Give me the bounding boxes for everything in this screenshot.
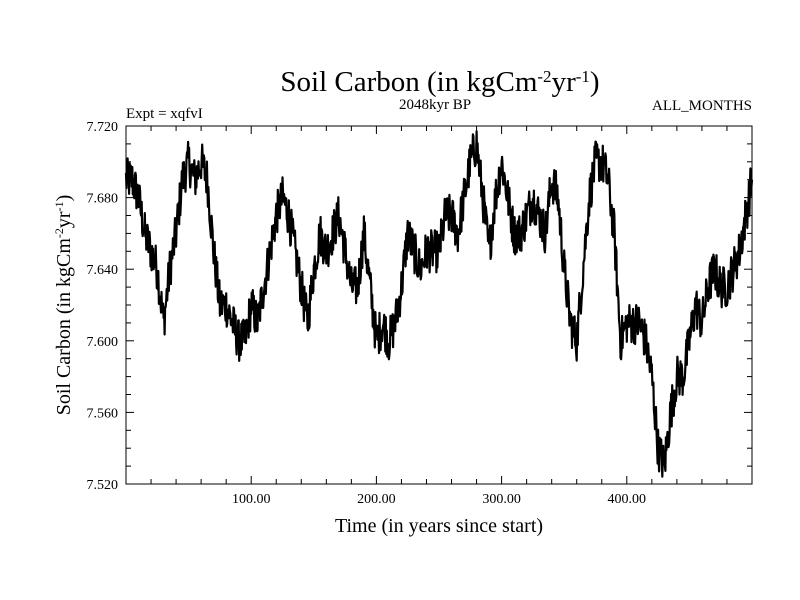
x-tick-label: 100.00 <box>232 492 271 507</box>
y-tick-label: 7.720 <box>87 120 119 135</box>
x-tick-label: 300.00 <box>482 492 521 507</box>
y-tick-label: 7.640 <box>87 263 119 278</box>
x-axis-label: Time (in years since start) <box>335 515 543 537</box>
y-tick-label: 7.560 <box>87 406 119 421</box>
y-tick-label: 7.520 <box>87 478 119 493</box>
y-axis-label: Soil Carbon (in kgCm-2yr-1) <box>52 195 75 416</box>
x-tick-label: 400.00 <box>608 492 647 507</box>
y-tick-labels: 7.520 7.560 7.600 7.640 7.680 7.720 <box>87 120 119 493</box>
y-tick-label: 7.680 <box>87 192 119 207</box>
y-tick-label: 7.600 <box>87 335 119 350</box>
series-line-soil-carbon <box>124 130 754 478</box>
subtitle-experiment: Expt = xqfvI <box>126 106 203 122</box>
x-tick-labels: 100.00 200.00 300.00 400.00 <box>232 492 646 507</box>
chart-title: Soil Carbon (in kgCm-2yr-1) <box>280 66 599 98</box>
subtitle-months: ALL_MONTHS <box>652 98 752 114</box>
subtitle-period: 2048kyr BP <box>399 97 471 113</box>
x-tick-label: 200.00 <box>357 492 396 507</box>
